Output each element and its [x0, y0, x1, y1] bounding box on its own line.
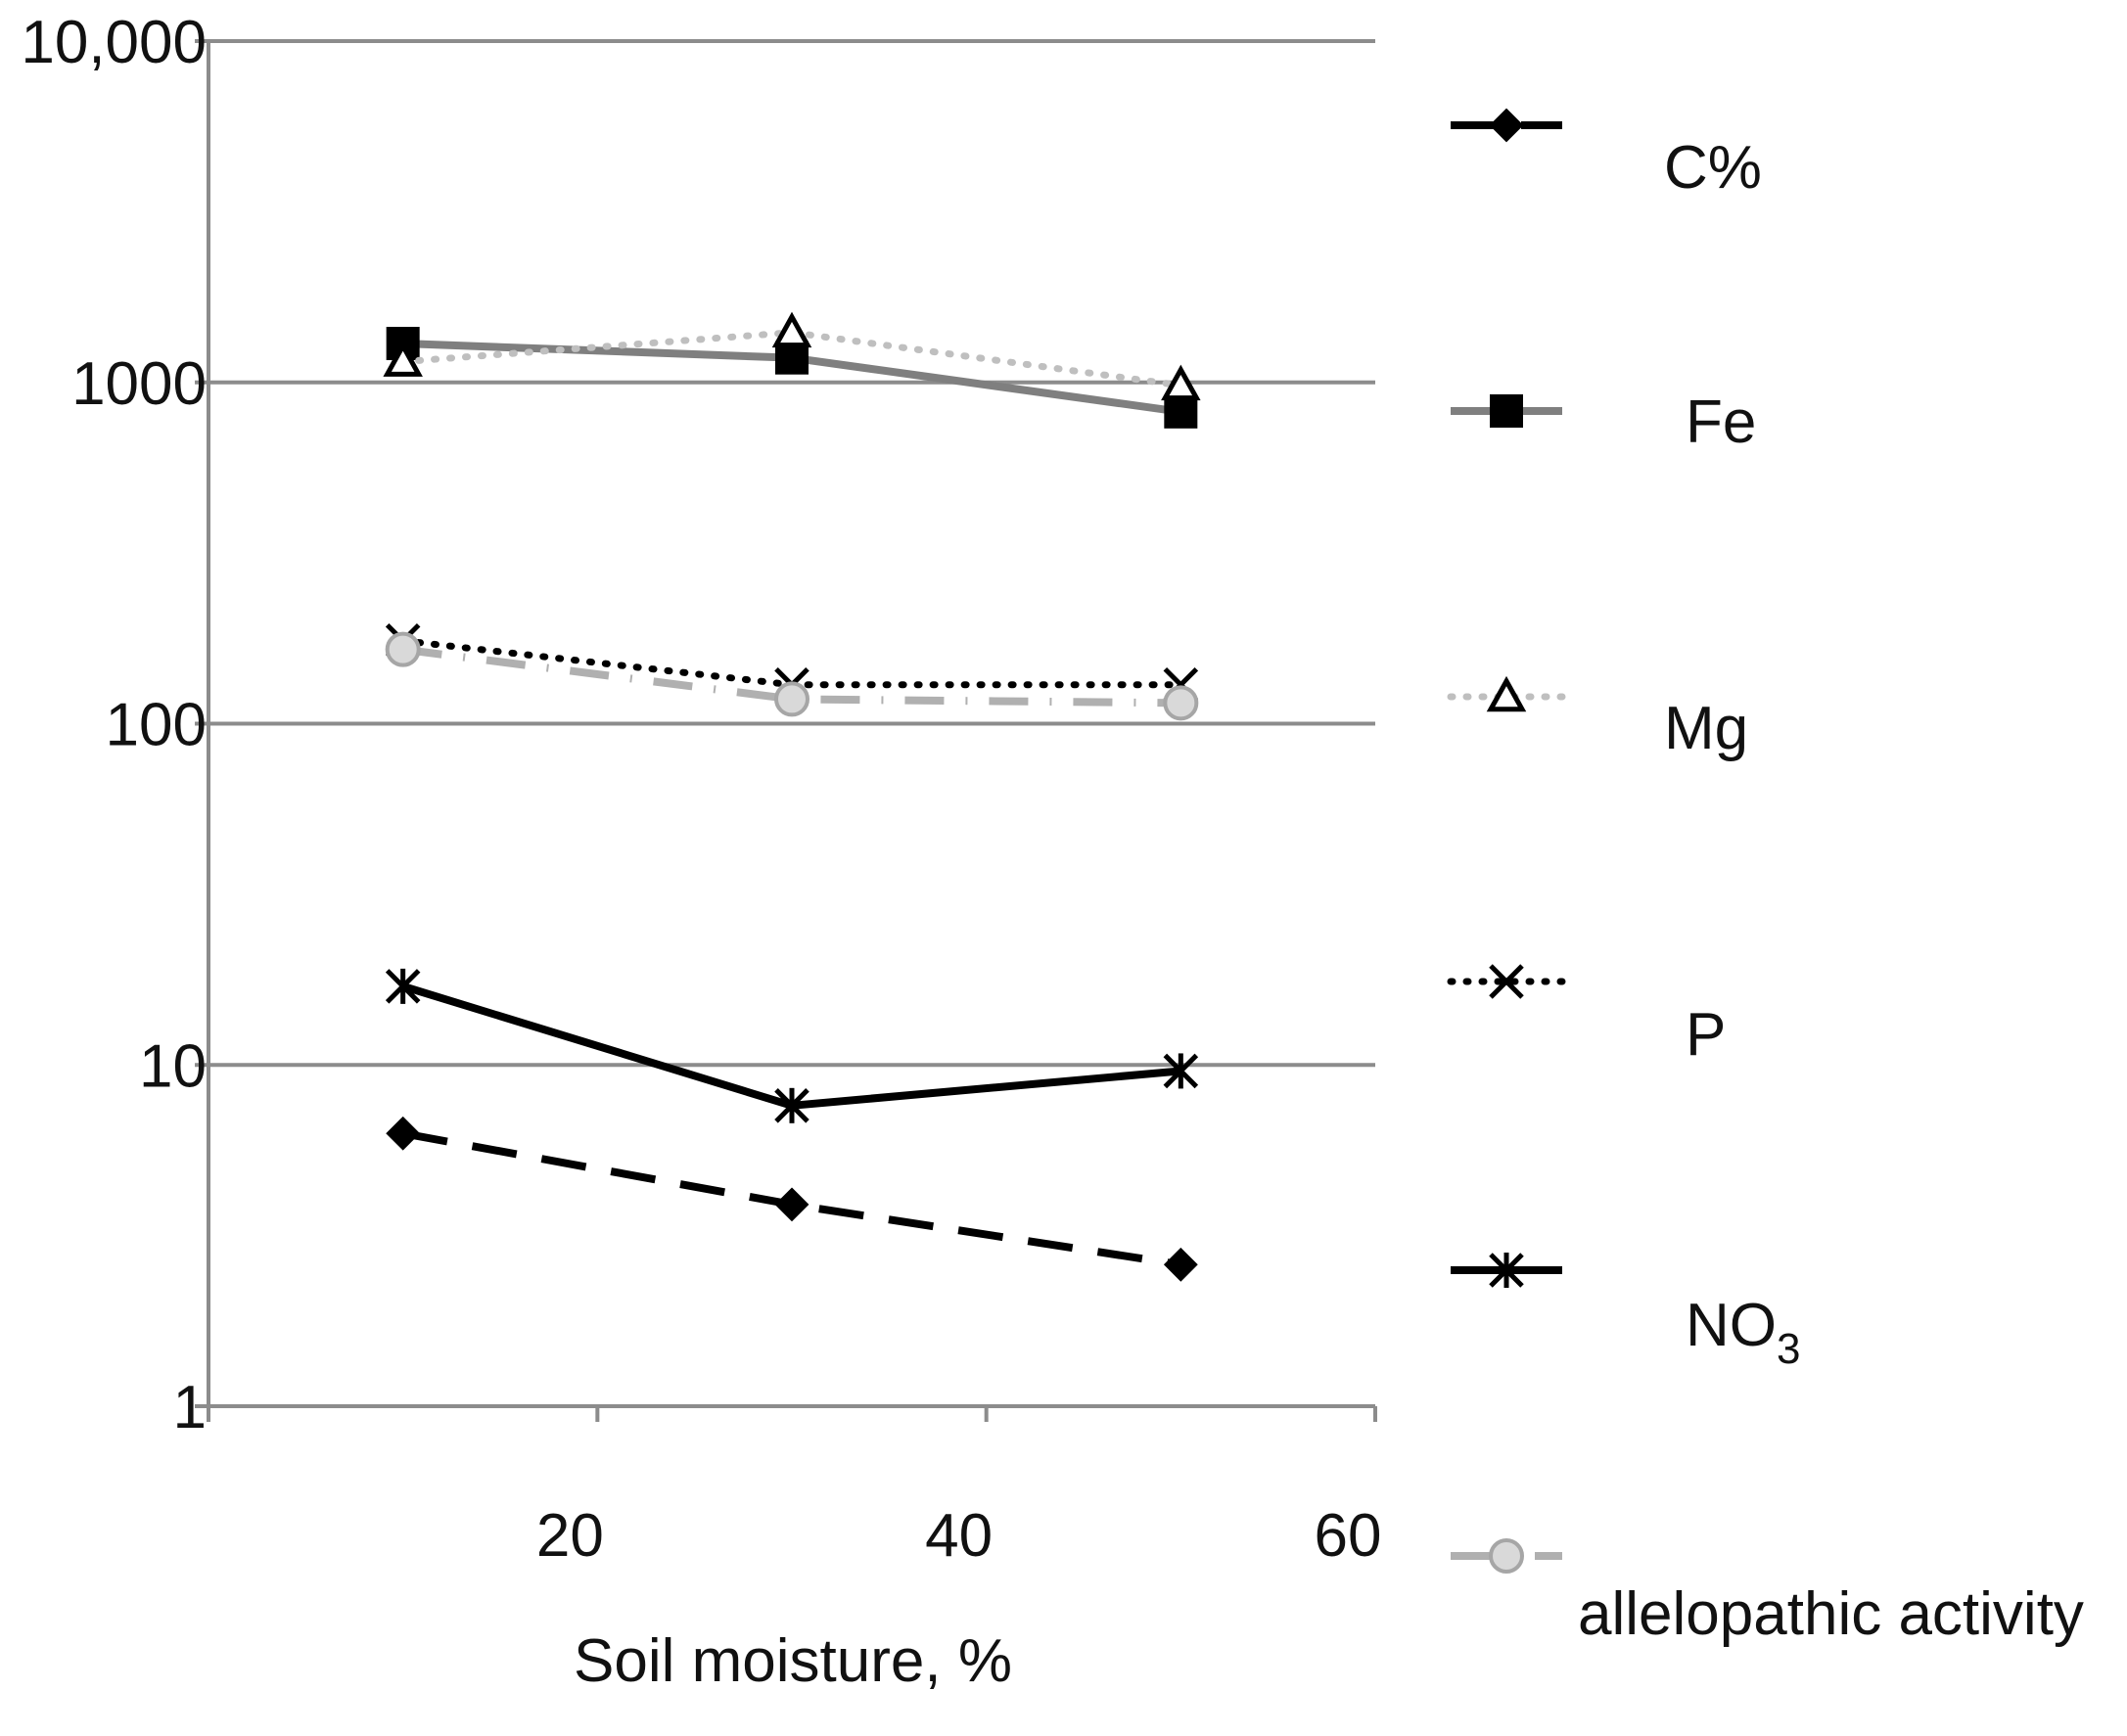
- legend-item-mg: Mg: [1447, 675, 1748, 762]
- y-tick-label: 1000: [71, 350, 207, 418]
- x-axis-label: Soil moisture, %: [574, 1627, 1012, 1695]
- legend-marker: [1490, 394, 1523, 428]
- series-mg: [383, 311, 1201, 401]
- legend-marker: [1489, 1538, 1524, 1574]
- legend-label-main: Fe: [1686, 388, 1756, 456]
- legend-label-main: Mg: [1664, 695, 1748, 762]
- data-point: [1163, 1247, 1198, 1282]
- legend-item-no3: NO3: [1451, 1253, 1800, 1373]
- legend-marker: [1486, 675, 1527, 712]
- legend-label: Mg: [1664, 695, 1748, 762]
- data-point: [1163, 685, 1199, 721]
- data-point: [1161, 364, 1201, 401]
- legend-label: P: [1686, 1001, 1726, 1069]
- data-point: [771, 311, 812, 348]
- legend-label: Fe: [1686, 388, 1756, 456]
- data-point: [386, 1116, 421, 1151]
- series-group: [383, 311, 1201, 1282]
- y-tick-labels: 1 10 100 1000 10,000: [21, 9, 207, 1441]
- data-point: [1164, 394, 1198, 429]
- legend-label-subscript: 3: [1777, 1325, 1800, 1373]
- legend-label-main: NO: [1686, 1292, 1777, 1359]
- y-tick-label: 10: [139, 1032, 207, 1100]
- legend: C% Fe Mg P NO3 allelopathic activity: [1447, 108, 2084, 1648]
- legend-item-allelopathic-activity: allelopathic activity: [1451, 1538, 2084, 1648]
- series-no3: [385, 968, 1199, 1123]
- series-allelopathic-activity: [385, 631, 1199, 721]
- data-point: [383, 341, 423, 377]
- legend-label-main: C%: [1664, 134, 1762, 202]
- legend-item-c-: C%: [1451, 108, 1762, 202]
- data-point: [774, 681, 809, 717]
- series-line: [401, 982, 1181, 1110]
- legend-marker: [1489, 108, 1524, 143]
- legend-label-main: P: [1686, 1001, 1726, 1069]
- series-fe: [386, 327, 1198, 429]
- legend-marker: [1489, 964, 1524, 999]
- legend-item-p: P: [1447, 964, 1726, 1069]
- grid: [208, 39, 1375, 1068]
- y-tick-label: 100: [106, 692, 207, 759]
- data-point: [385, 968, 421, 1004]
- legend-label: NO3: [1686, 1292, 1800, 1373]
- x-tick-label: 40: [925, 1502, 993, 1570]
- data-point: [385, 631, 421, 667]
- legend-label: allelopathic activity: [1578, 1580, 2084, 1648]
- legend-label: C%: [1664, 134, 1762, 202]
- x-tick-label: 20: [536, 1502, 604, 1570]
- data-point: [774, 1187, 809, 1222]
- x-tick-label: 60: [1315, 1502, 1382, 1570]
- legend-marker: [1489, 1253, 1524, 1288]
- series-c-: [386, 1116, 1198, 1282]
- series-line: [402, 645, 1181, 708]
- legend-item-fe: Fe: [1451, 388, 1756, 456]
- y-tick-label: 10,000: [21, 9, 207, 76]
- data-point: [774, 1087, 809, 1123]
- x-tick-labels: 20 40 60: [536, 1502, 1382, 1570]
- legend-label-main: allelopathic activity: [1578, 1580, 2084, 1648]
- y-tick-label: 1: [173, 1374, 207, 1441]
- data-point: [1163, 1053, 1199, 1089]
- axes: [195, 39, 1377, 1422]
